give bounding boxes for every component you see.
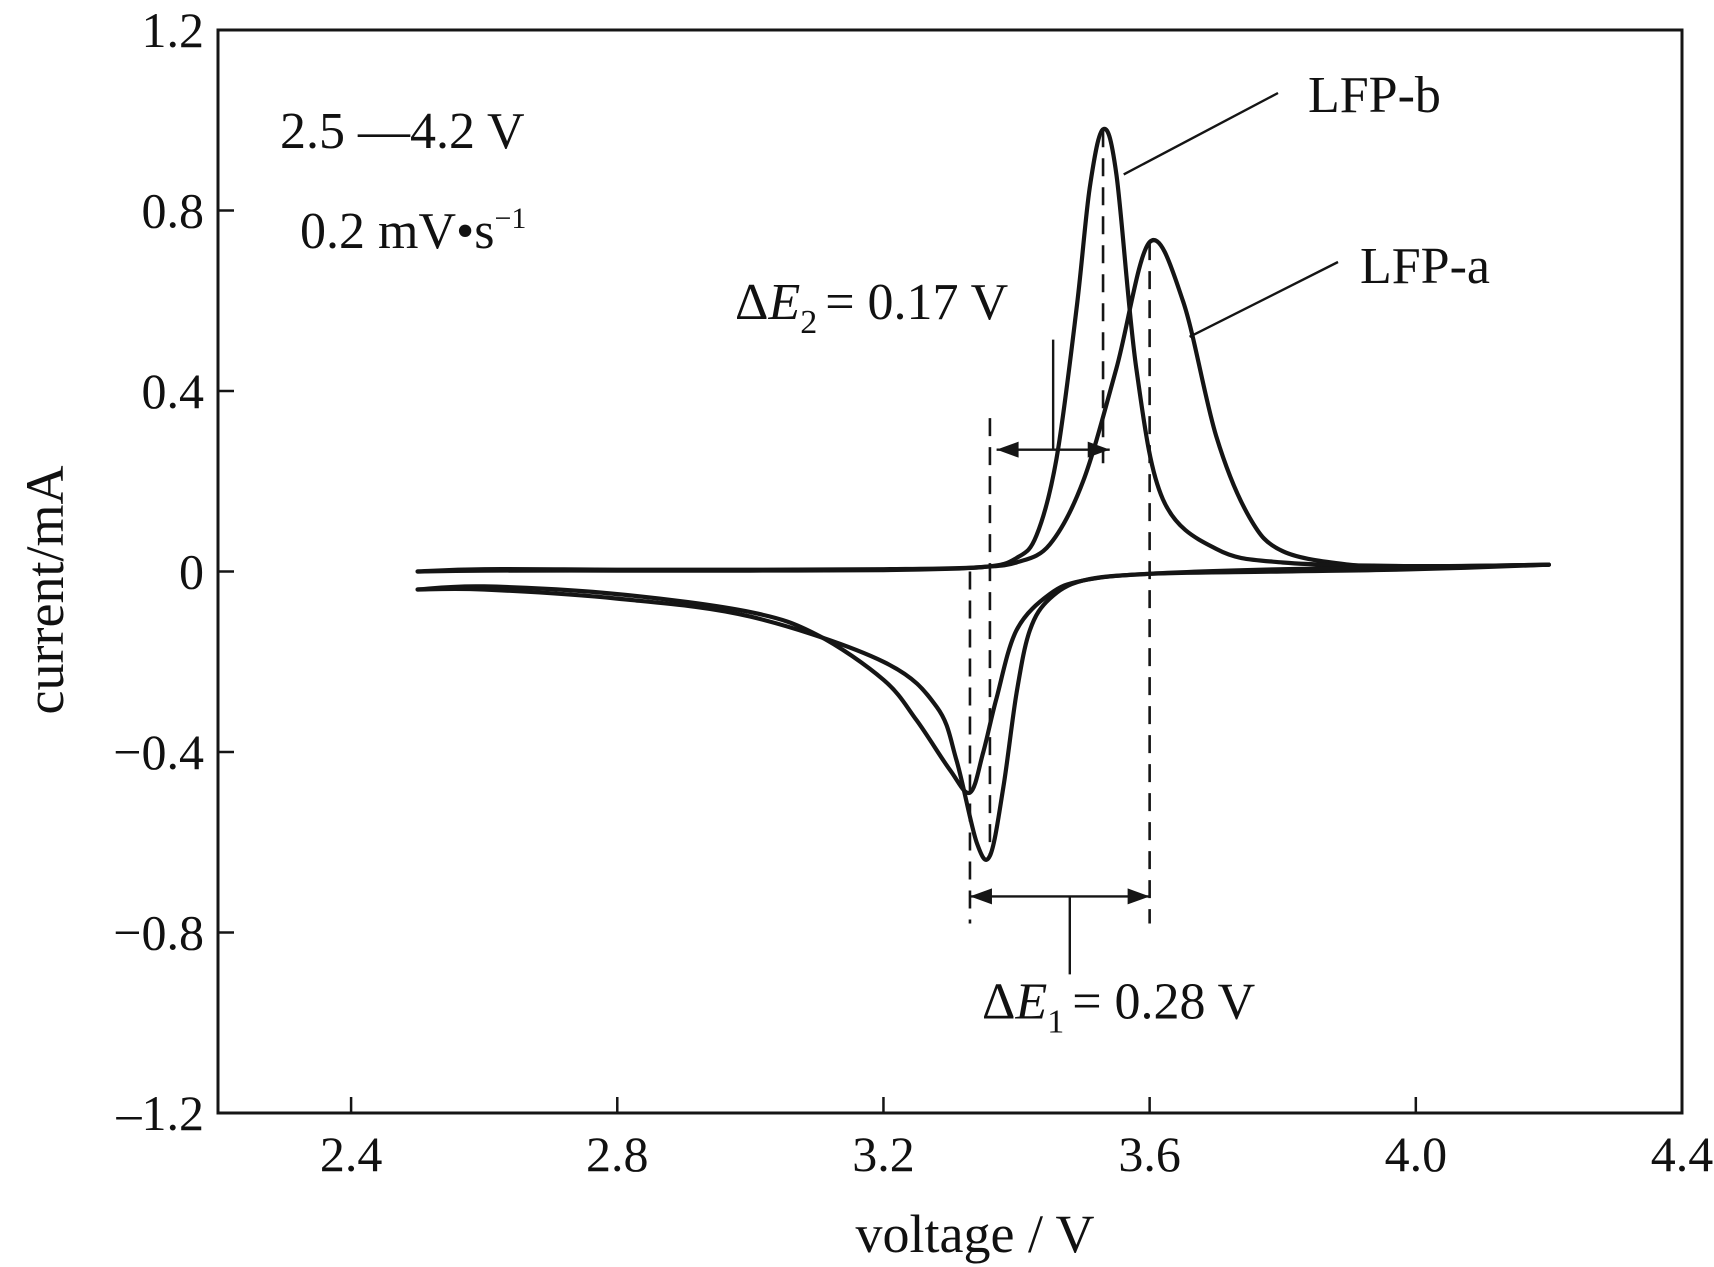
lfp-b-anodic-curve (415, 126, 1551, 574)
delta-e1-label: ΔE1 = 0.28 V (982, 973, 1255, 1040)
y-axis-title: current/mA (15, 466, 75, 715)
delta-e2-symbol-e: E (767, 274, 800, 331)
x-tick-label: 2.8 (586, 1126, 649, 1182)
delta-e2-arrow-head-left (996, 441, 1019, 458)
delta-e2-symbol: Δ (735, 274, 768, 331)
delta-e1-symbol-e: E (1014, 973, 1047, 1030)
x-tick-label: 3.2 (852, 1126, 915, 1182)
x-tick-label: 2.4 (320, 1126, 383, 1182)
y-tick-label: −0.8 (113, 905, 204, 961)
reference-dashed-lines (968, 129, 1151, 924)
scan-rate-text: 0.2 mV•s (300, 203, 494, 260)
y-tick-label: 0 (179, 544, 204, 600)
lfp-b-series-label: LFP-b (1308, 67, 1441, 124)
condition-voltage-range: 2.5 —4.2 V (280, 103, 525, 160)
scan-rate-exponent: −1 (494, 202, 526, 235)
delta-e1-subscript: 1 (1047, 1003, 1064, 1040)
delta-e2-value: = 0.17 V (825, 274, 1008, 331)
delta-e1-arrow-head-left (969, 888, 992, 905)
x-tick-label: 4.4 (1651, 1126, 1714, 1182)
y-tick-label: –1.2 (116, 1085, 205, 1141)
delta-e1-arrow-head-right (1127, 888, 1150, 905)
lfp-a-series-label: LFP-a (1360, 238, 1490, 295)
x-axis-title: voltage / V (856, 1204, 1095, 1264)
y-tick-label: 1.2 (142, 2, 205, 58)
lfp-a-leader-line (1189, 260, 1339, 338)
y-tick-label: 0.8 (142, 183, 205, 239)
condition-scan-rate: 0.2 mV•s−1 (300, 202, 526, 260)
x-tick-label: 4.0 (1385, 1126, 1448, 1182)
delta-e1-symbol: Δ (982, 973, 1015, 1030)
delta-e1-value: = 0.28 V (1072, 973, 1255, 1030)
y-tick-label: −0.4 (113, 724, 204, 780)
x-axis-ticks: 2.4 2.8 3.2 3.6 4.0 4.4 (320, 1097, 1713, 1182)
delta-e2-subscript: 2 (800, 304, 817, 341)
y-axis-ticks: 1.2 0.8 0.4 0 −0.4 −0.8 –1.2 (113, 2, 234, 1141)
lfp-a-cathodic-curve (415, 562, 1551, 796)
y-tick-label: 0.4 (142, 363, 205, 419)
delta-e2-label: ΔE2 = 0.17 V (735, 274, 1008, 341)
lfp-b-leader-line (1123, 91, 1279, 176)
delta-e2-arrow-head-right (1087, 441, 1110, 458)
lfp-b-cathodic-curve (415, 562, 1551, 862)
series-layer (415, 126, 1551, 862)
x-tick-label: 3.6 (1118, 1126, 1181, 1182)
